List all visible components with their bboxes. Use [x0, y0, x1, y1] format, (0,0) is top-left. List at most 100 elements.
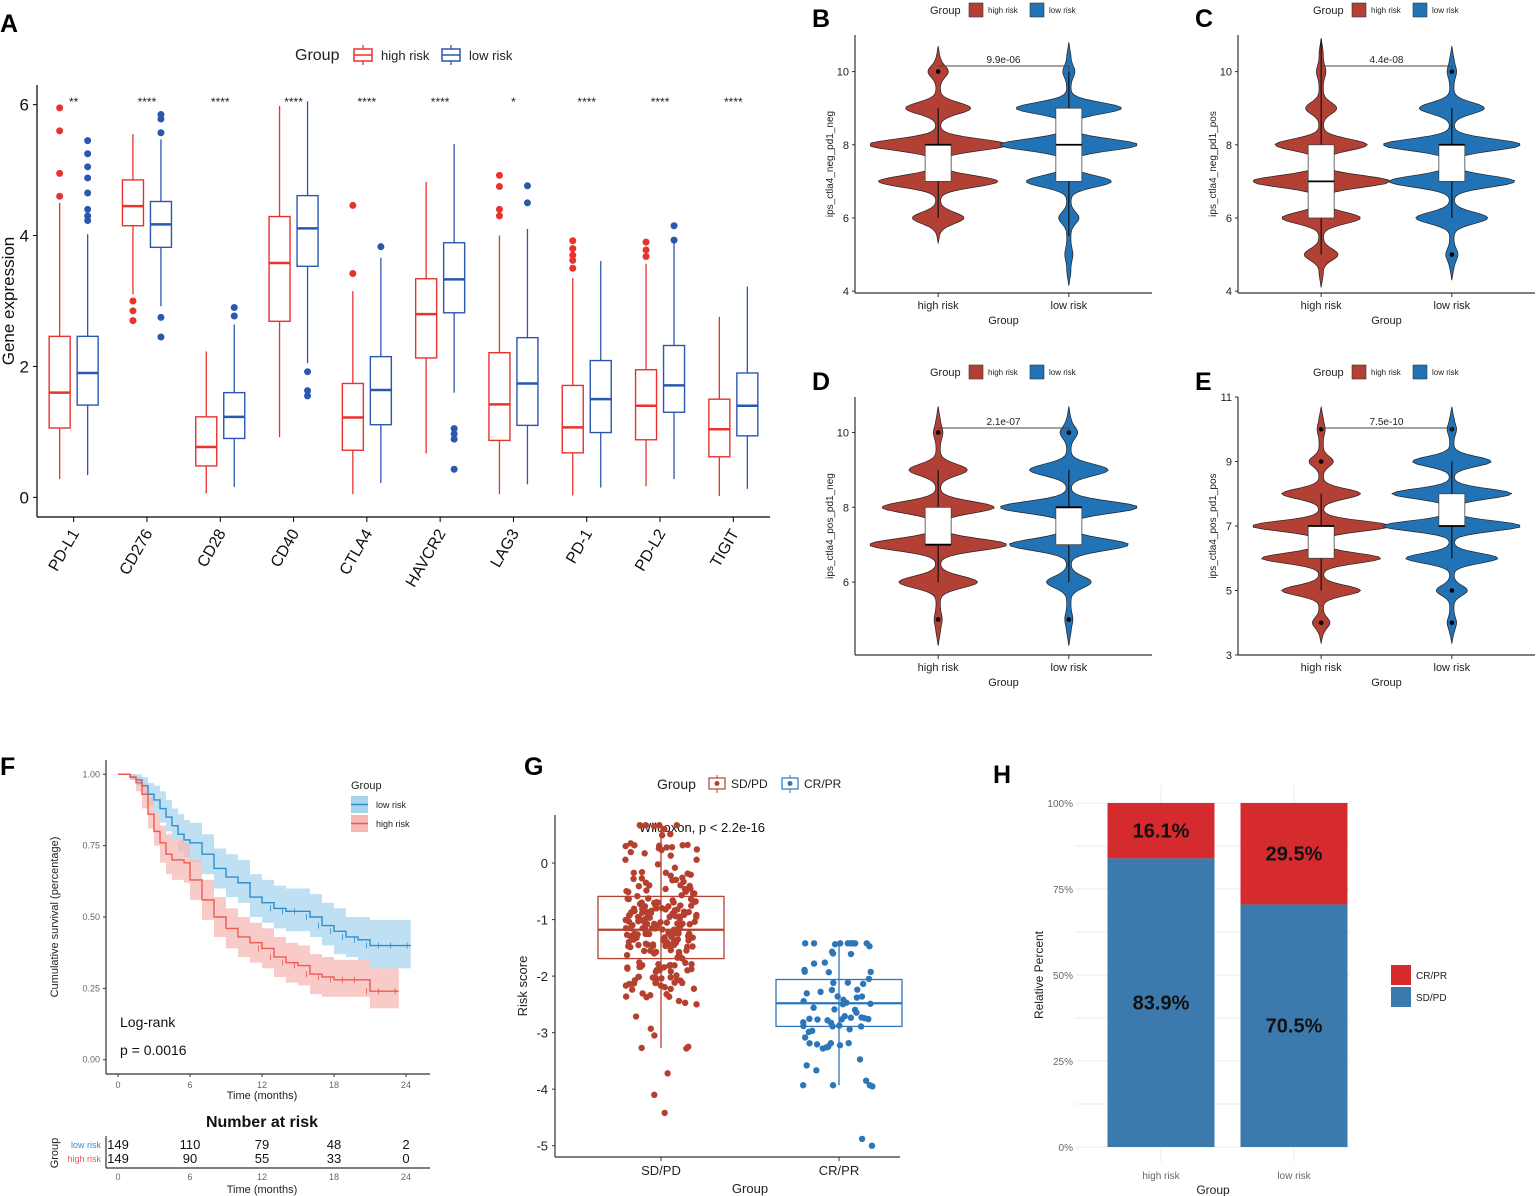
risk-table-x-tick-label: 18 — [329, 1172, 339, 1182]
data-point — [639, 990, 646, 997]
legend-g: Group SD/PD CR/PR — [657, 775, 842, 793]
survival-curve-high-risk — [118, 773, 399, 992]
data-point — [844, 940, 852, 947]
data-point — [678, 892, 685, 899]
data-point — [645, 895, 652, 902]
data-point — [675, 997, 683, 1005]
outlier-point — [304, 387, 312, 395]
data-point — [865, 975, 873, 983]
data-point — [693, 846, 701, 853]
data-point — [647, 1025, 655, 1032]
data-point — [858, 993, 866, 1000]
data-point — [810, 1004, 817, 1011]
box — [924, 506, 952, 546]
box — [736, 372, 759, 437]
y-tick-label: 0.25 — [82, 983, 100, 993]
legend-title: Group — [657, 776, 696, 792]
panel-h-stacked-bar: 0% 25% 50% 75% 100% Relative Percent Group high… — [1032, 785, 1447, 1196]
x-tick-label: 0 — [115, 1080, 120, 1090]
x-tick-label: CD276 — [117, 526, 157, 578]
data-point — [836, 1042, 844, 1049]
data-point — [638, 868, 646, 876]
data-point — [814, 1016, 821, 1023]
data-point — [659, 926, 666, 933]
risk-count: 33 — [327, 1151, 341, 1166]
box — [488, 352, 511, 442]
box — [223, 391, 246, 440]
significance-label: **** — [211, 95, 230, 109]
panel-f-km: 0.00 0.25 0.50 0.75 1.00 0 6 12 18 24 Cumulative s… — [49, 760, 430, 1196]
data-point — [677, 902, 684, 909]
outlier-point — [304, 368, 312, 376]
data-point — [636, 821, 643, 829]
data-point — [685, 930, 693, 937]
data-point — [801, 1034, 809, 1041]
y-tick-label: -4 — [536, 1082, 548, 1097]
box-low-risk — [76, 137, 99, 476]
legend-key — [1391, 965, 1411, 985]
x-tick-label: PD-L1 — [46, 526, 83, 574]
outlier-point — [84, 212, 92, 220]
box-CR-PR — [775, 940, 903, 1149]
x-tick-label: low risk — [1051, 300, 1088, 312]
data-point — [867, 1000, 874, 1007]
y-tick-label: -2 — [536, 969, 548, 984]
box-high-risk — [195, 351, 218, 494]
panel-d-violin: 6 8 10 ips_ctla4_pos_pd1_neg Group Group high … — [825, 364, 1152, 689]
legend-key — [1351, 2, 1367, 18]
y-axis-title: ips_ctla4_neg_pd1_neg — [825, 111, 836, 217]
y-axis-title: Relative Percent — [1032, 930, 1046, 1019]
data-point — [641, 915, 649, 923]
outlier-point — [377, 243, 385, 251]
outlier-point — [569, 251, 577, 259]
y-tick-label: 10 — [837, 428, 849, 440]
outlier-point — [450, 425, 458, 433]
outlier-point — [935, 69, 941, 74]
data-point — [644, 941, 651, 948]
data-point — [623, 951, 631, 959]
legend-c: Group high risk low risk — [1313, 2, 1460, 18]
outlier-point — [523, 182, 531, 190]
risk-count: 110 — [180, 1137, 201, 1152]
x-tick-label: high risk — [1301, 300, 1342, 312]
data-point — [622, 916, 629, 924]
data-point — [689, 890, 697, 898]
significance-label: ** — [69, 95, 79, 109]
legend-label: low risk — [1049, 6, 1077, 15]
risk-count: 79 — [255, 1137, 269, 1152]
y-tick-label: 10 — [837, 67, 849, 79]
significance-label: **** — [651, 95, 670, 109]
box-low-risk — [369, 243, 393, 483]
significance-label: **** — [431, 95, 450, 109]
data-point — [632, 1013, 640, 1020]
outlier-point — [56, 104, 64, 112]
y-tick-label: 4 — [1226, 286, 1232, 298]
data-point — [803, 990, 810, 997]
data-point — [653, 905, 660, 912]
confidence-band-high-risk — [118, 774, 399, 1009]
outlier-point — [642, 246, 650, 254]
data-point — [857, 1023, 865, 1030]
box — [1307, 525, 1335, 559]
data-point — [679, 955, 686, 962]
risk-table-row-label: low risk — [71, 1140, 102, 1150]
box-low-risk — [589, 261, 612, 488]
p-value-label: 4.4e-08 — [1370, 55, 1404, 66]
outlier-point — [1449, 620, 1455, 626]
data-point — [689, 943, 696, 950]
box-low-risk — [736, 286, 759, 489]
y-tick-label: 3 — [1226, 650, 1232, 662]
data-point — [868, 1142, 876, 1149]
data-point — [630, 875, 637, 883]
y-axis-title: ips_ctla4_pos_pd1_neg — [825, 473, 836, 579]
data-point — [693, 1001, 700, 1008]
panel-e-violin: 3 5 7 9 11 ips_ctla4_pos_pd1_pos Group Group hig… — [1208, 364, 1535, 689]
y-axis-title: Cumulative survival (percentage) — [49, 837, 61, 998]
data-point — [667, 941, 674, 948]
data-point — [799, 1082, 807, 1089]
outlier-point — [56, 169, 64, 177]
data-point — [831, 941, 839, 948]
y-tick-label: 0% — [1059, 1143, 1074, 1154]
data-point — [667, 968, 674, 975]
y-tick-label: 75% — [1053, 885, 1073, 896]
